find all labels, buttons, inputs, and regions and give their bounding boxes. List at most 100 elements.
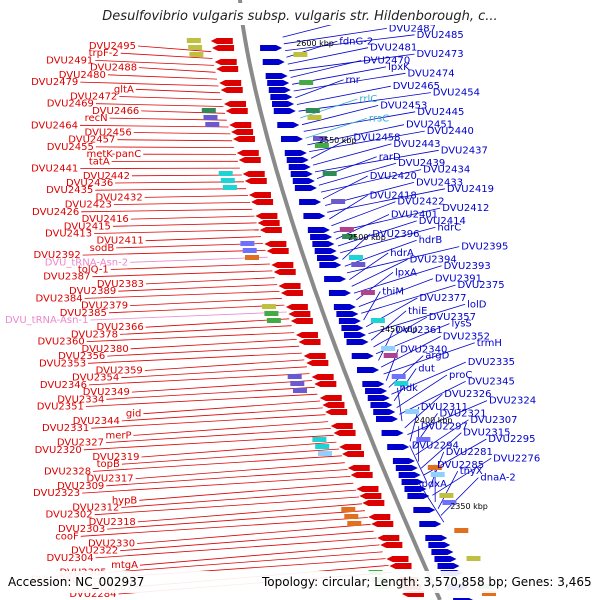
- cog-category-block: [203, 115, 218, 120]
- cog-category-block: [383, 353, 398, 358]
- gene-label: DVU2413: [45, 229, 92, 240]
- gene-label: DVU2377: [419, 293, 466, 304]
- gene-label: DVU2330: [88, 539, 135, 550]
- gene-label: DVU2436: [66, 178, 113, 189]
- cog-category-block: [287, 374, 302, 379]
- forward-gene-arrow: [370, 402, 393, 408]
- gene-label: DVU_tRNA-Asn-1: [5, 315, 88, 326]
- cog-category-block: [442, 500, 457, 505]
- gene-label: DVU2307: [470, 415, 517, 426]
- label-leader-line: [107, 510, 365, 530]
- forward-gene-arrow: [268, 87, 291, 93]
- gene-label: DVU2395: [461, 242, 508, 253]
- gene-label: DVU2414: [419, 216, 466, 227]
- gene-label: sodB: [90, 243, 115, 254]
- forward-gene-arrow: [346, 339, 369, 345]
- label-leader-line: [412, 413, 438, 449]
- gene-label: DVU2391: [435, 274, 482, 285]
- forward-gene-arrow: [413, 507, 436, 513]
- gene-label: DVU2366: [97, 322, 144, 333]
- gene-label: DVU2472: [70, 92, 117, 103]
- gene-label: DVU2455: [47, 142, 94, 153]
- label-leader-line: [108, 304, 285, 314]
- forward-gene-arrow: [387, 444, 410, 450]
- label-leader-line: [429, 451, 445, 489]
- reverse-gene-arrow: [389, 563, 412, 569]
- reverse-gene-arrow: [319, 395, 342, 401]
- cog-category-block: [201, 108, 216, 113]
- cog-category-block: [305, 108, 320, 113]
- gene-label: DVU2437: [441, 145, 488, 156]
- reverse-gene-arrow: [225, 108, 248, 114]
- gene-label: DVU2466: [92, 106, 139, 117]
- label-leader-line: [432, 457, 492, 496]
- gene-label: argD: [425, 351, 449, 362]
- cog-category-block: [427, 465, 442, 470]
- gene-label: fdnG-2: [339, 36, 373, 47]
- label-leader-line: [437, 471, 459, 509]
- cog-category-block: [347, 521, 362, 526]
- gene-label: DVU2335: [468, 357, 515, 368]
- gene-label: dnaA-2: [480, 473, 515, 484]
- cog-category-block: [322, 171, 337, 176]
- label-leader-line: [131, 380, 313, 393]
- gene-label: metK-panC: [86, 149, 141, 160]
- gene-label: DVU2458: [353, 133, 400, 144]
- reverse-gene-arrow: [224, 101, 247, 107]
- reverse-gene-arrow: [255, 213, 278, 219]
- reverse-gene-arrow: [216, 66, 239, 72]
- cog-category-block: [351, 262, 366, 267]
- gene-label: DVU2432: [96, 192, 143, 203]
- label-leader-line: [415, 419, 469, 456]
- label-leader-line: [130, 339, 297, 350]
- label-leader-line: [145, 236, 262, 242]
- cog-category-block: [341, 507, 356, 512]
- label-leader-line: [320, 169, 422, 193]
- gene-label: mtgA: [111, 560, 138, 571]
- gene-label: DVU2389: [69, 286, 116, 297]
- label-leader-line: [397, 387, 403, 422]
- gene-label: DVU2412: [442, 203, 489, 214]
- gene-label: DVU2346: [40, 380, 87, 391]
- reverse-gene-arrow: [330, 423, 353, 429]
- gene-label: recN: [85, 113, 108, 124]
- gene-label: DVU2356: [58, 351, 105, 362]
- label-leader-line: [80, 167, 240, 170]
- label-leader-line: [137, 523, 371, 544]
- label-leader-line: [133, 132, 231, 135]
- label-leader-line: [130, 256, 268, 263]
- gene-label: gid: [126, 409, 141, 420]
- forward-gene-arrow: [312, 241, 335, 247]
- forward-gene-arrow: [398, 472, 421, 478]
- label-leader-line: [396, 374, 448, 409]
- cog-category-block: [391, 374, 406, 379]
- gene-label: DVU2320: [35, 445, 82, 456]
- gene-label: rnr: [346, 75, 361, 86]
- forward-gene-arrow: [392, 458, 415, 464]
- reverse-gene-arrow: [212, 45, 235, 51]
- reverse-gene-arrow: [290, 318, 313, 324]
- cog-category-block: [290, 381, 305, 386]
- label-leader-line: [351, 259, 408, 287]
- reverse-gene-arrow: [219, 80, 242, 86]
- forward-gene-arrow: [434, 556, 457, 562]
- gene-label: DVU2340: [400, 344, 447, 355]
- gene-label: DVU2435: [46, 185, 93, 196]
- gene-label: DVU2464: [31, 120, 78, 131]
- gene-label: DVU2357: [429, 312, 476, 323]
- gene-label: DVU2385: [60, 308, 107, 319]
- label-leader-line: [95, 60, 215, 66]
- reverse-gene-arrow: [280, 290, 303, 296]
- gene-label: DVU2480: [59, 70, 106, 81]
- gene-label: DVU2331: [42, 423, 89, 434]
- label-leader-line: [314, 149, 439, 173]
- label-leader-line: [337, 220, 417, 247]
- forward-gene-arrow: [356, 367, 379, 373]
- label-leader-line: [307, 124, 405, 146]
- cog-category-block: [342, 234, 357, 239]
- gene-label: DVU2304: [46, 553, 93, 564]
- cog-category-block: [188, 45, 203, 50]
- forward-gene-arrow: [284, 150, 307, 156]
- reverse-gene-arrow: [231, 129, 254, 135]
